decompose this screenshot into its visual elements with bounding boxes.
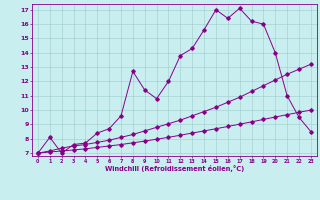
X-axis label: Windchill (Refroidissement éolien,°C): Windchill (Refroidissement éolien,°C) <box>105 165 244 172</box>
